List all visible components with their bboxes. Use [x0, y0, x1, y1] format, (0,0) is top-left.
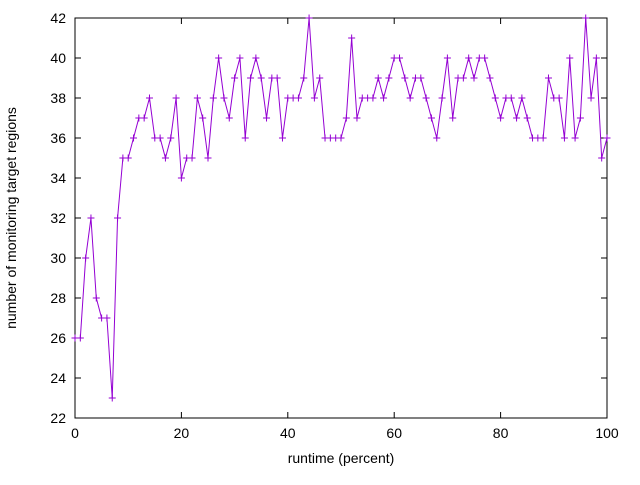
y-tick-label: 38 [50, 90, 66, 106]
y-tick-label: 40 [50, 50, 66, 66]
y-tick-label: 26 [50, 330, 66, 346]
x-tick-label: 80 [493, 425, 509, 441]
data-line [75, 17, 608, 399]
x-tick-label: 0 [71, 425, 79, 441]
x-axis-label: runtime (percent) [288, 450, 395, 466]
y-tick-label: 28 [50, 290, 66, 306]
x-tick-label: 20 [174, 425, 190, 441]
y-tick-label: 24 [50, 370, 66, 386]
y-tick-label: 32 [50, 210, 66, 226]
y-axis-label: number of monitoring target regions [3, 107, 19, 329]
y-tick-label: 34 [50, 170, 66, 186]
y-tick-label: 30 [50, 250, 66, 266]
y-tick-label: 36 [50, 130, 66, 146]
y-tick-label: 22 [50, 410, 66, 426]
data-point-markers [71, 14, 611, 402]
y-tick-label: 42 [50, 10, 66, 26]
plot-border [74, 17, 608, 419]
x-tick-label: 100 [595, 425, 619, 441]
x-tick-label: 40 [280, 425, 296, 441]
x-tick-label: 60 [386, 425, 402, 441]
